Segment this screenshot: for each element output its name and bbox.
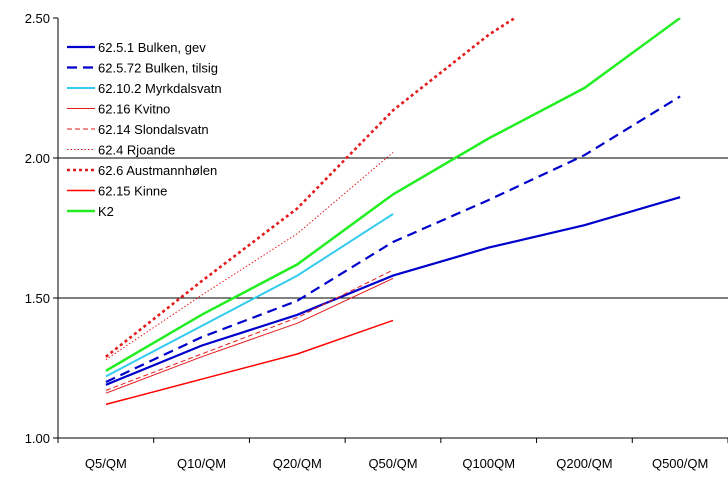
series-line-2 (105, 213, 394, 378)
series-line-8 (105, 18, 681, 372)
legend-label-2: 62.10.2 Myrkdalsvatn (98, 81, 222, 96)
series-line-1 (105, 95, 681, 383)
x-tick-label-4: Q100QM (462, 456, 515, 471)
legend-label-4: 62.14 Slondalsvatn (98, 122, 209, 137)
x-tick-label-2: Q20/QM (273, 456, 322, 471)
y-tick-label-3: 2.50 (25, 11, 50, 26)
legend-label-0: 62.5.1 Bulken, gev (98, 40, 206, 55)
y-tick-label-0: 1.00 (25, 431, 50, 446)
series-group (105, 18, 681, 406)
y-tick-label-2: 2.00 (25, 151, 50, 166)
series-line-5 (105, 152, 394, 361)
legend-label-8: K2 (98, 204, 114, 219)
x-tick-label-3: Q50/QM (368, 456, 417, 471)
legend-label-7: 62.15 Kinne (98, 184, 167, 199)
x-tick-label-0: Q5/QM (85, 456, 127, 471)
y-tick-label-1: 1.50 (25, 291, 50, 306)
grid-lines (58, 157, 728, 299)
legend-label-5: 62.4 Rjoande (98, 143, 175, 158)
legend-label-3: 62.16 Kvitno (98, 102, 170, 117)
series-line-3 (105, 277, 394, 394)
legend: 62.5.1 Bulken, gev 62.5.72 Bulken, tilsig… (67, 40, 222, 219)
series-line-7 (105, 319, 394, 406)
series-line-0 (105, 196, 681, 386)
x-tick-label-5: Q200/QM (556, 456, 612, 471)
x-tick-label-1: Q10/QM (177, 456, 226, 471)
series-line-4 (105, 269, 394, 391)
x-tick-label-6: Q500/QM (652, 456, 708, 471)
legend-label-1: 62.5.72 Bulken, tilsig (98, 61, 218, 76)
legend-label-6: 62.6 Austmannhølen (98, 163, 217, 178)
axes: 1.00 1.50 2.00 2.50 Q5/QM Q10/QM Q20/QM Q50/QM Q… (25, 11, 728, 471)
